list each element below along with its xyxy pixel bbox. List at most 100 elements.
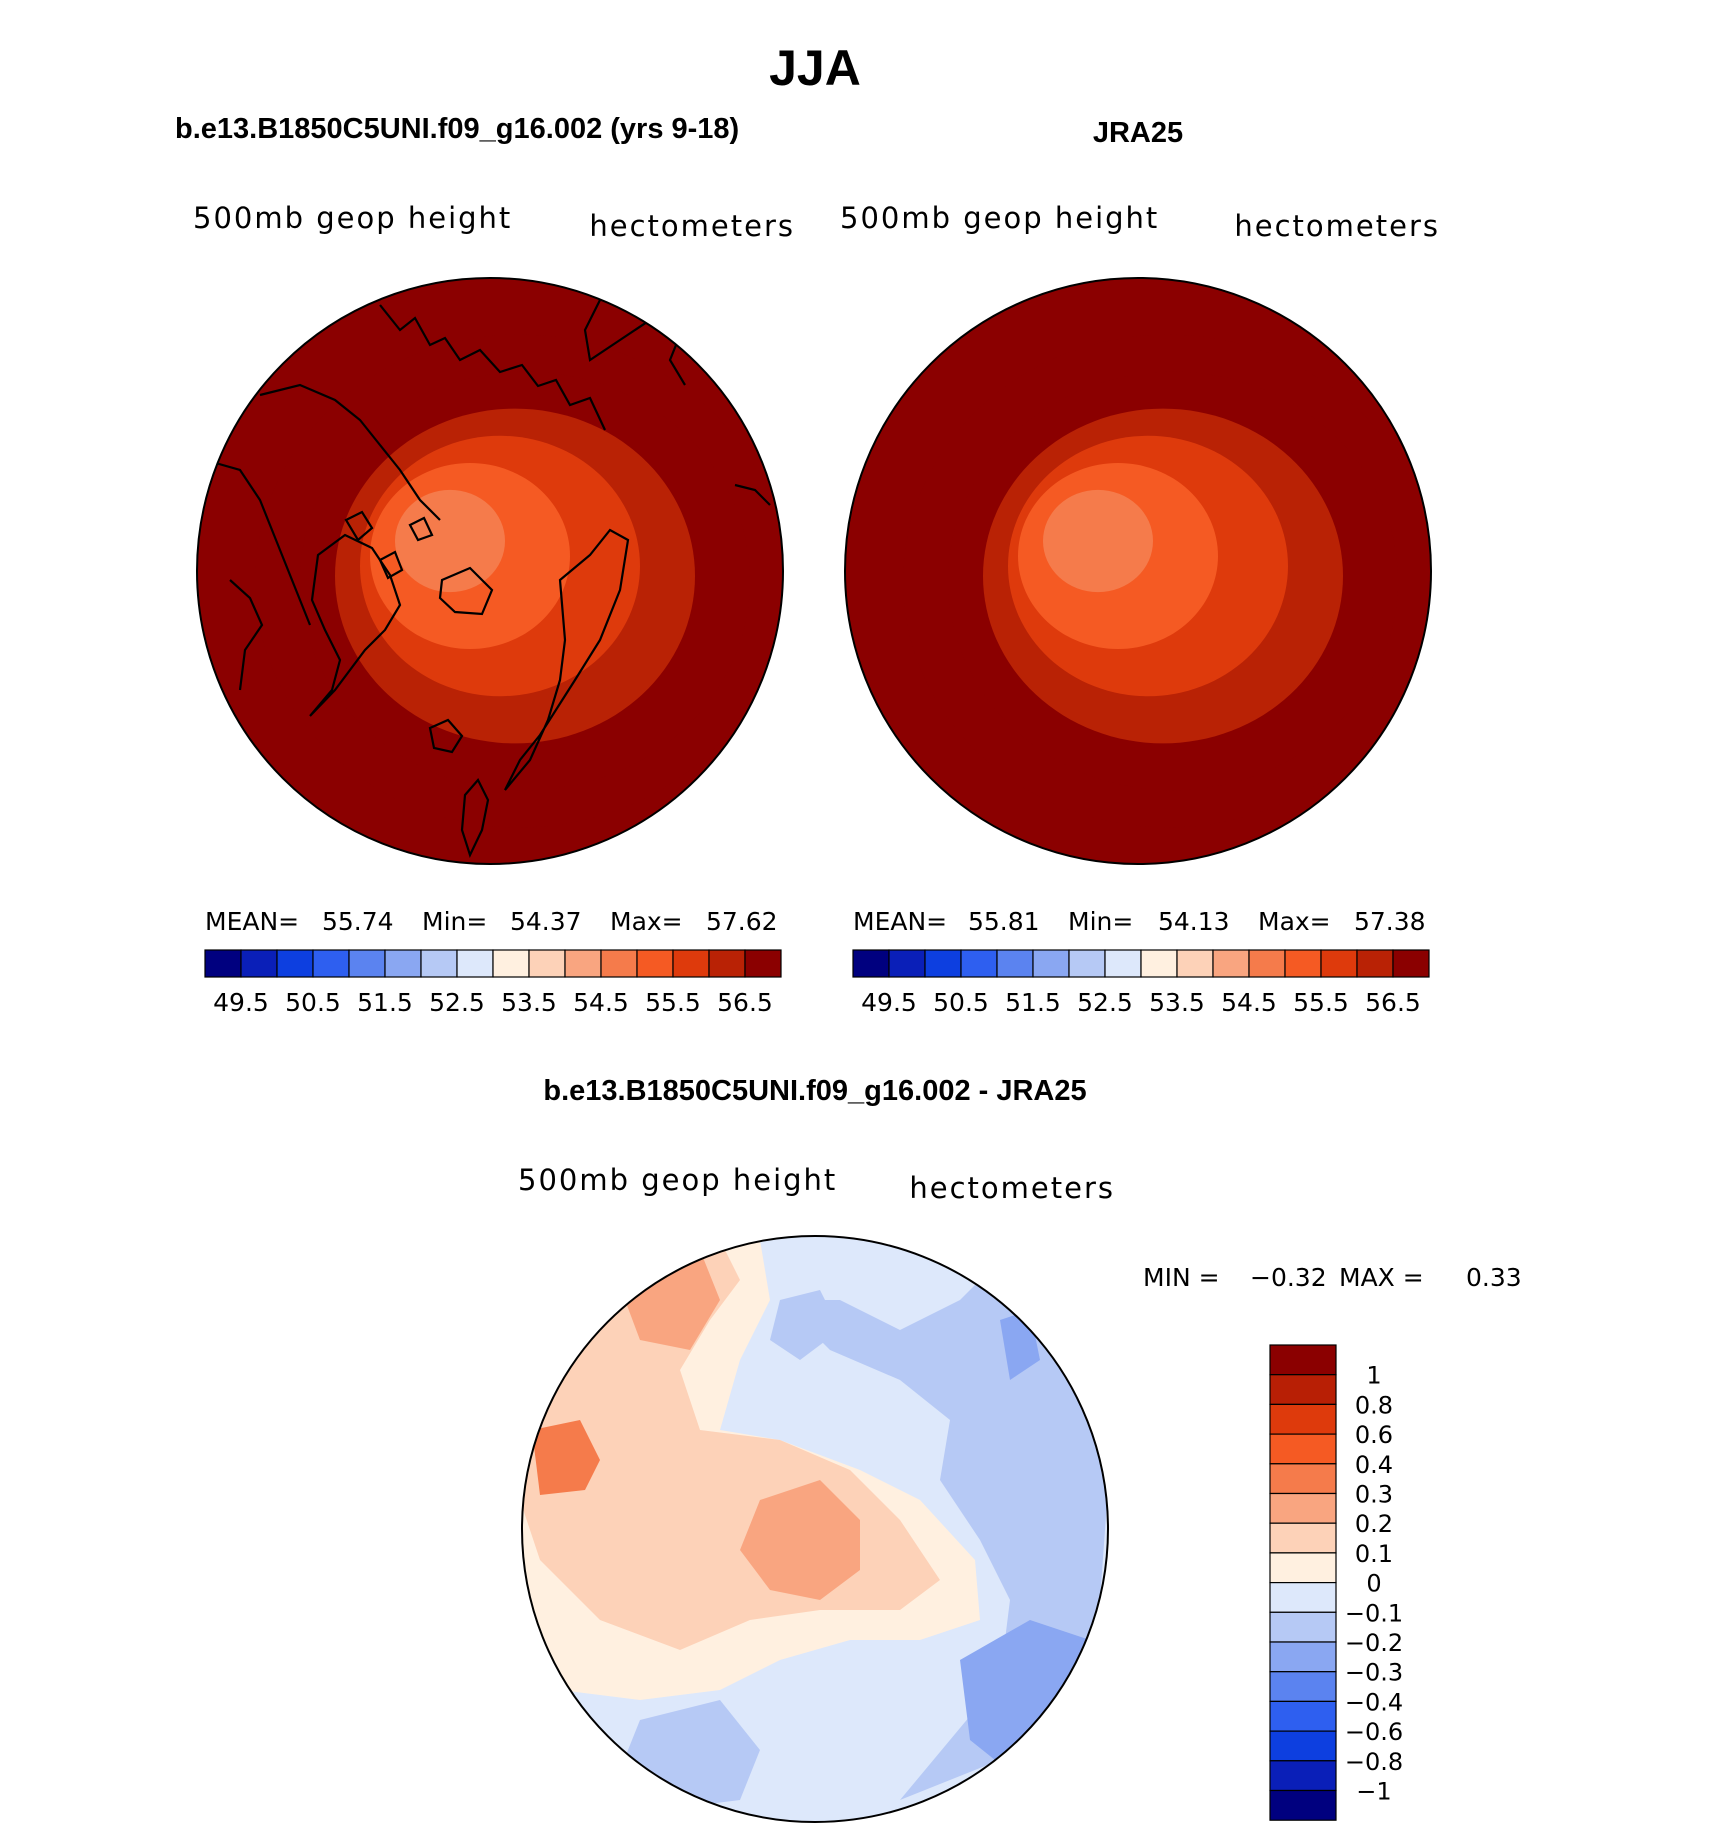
diff-colorbar-tick-label: −1 (1356, 1778, 1391, 1806)
colorbar-box (1068, 949, 1106, 978)
diff-fill-neg-02-central (770, 1290, 840, 1360)
colorbar-box (456, 949, 494, 978)
diff-colorbar-box (1269, 1760, 1337, 1792)
colorbar-box (384, 949, 422, 978)
panel-model-map-border (196, 277, 784, 865)
colorbar-tick-label: 49.5 (861, 988, 917, 1017)
panel-obs-units: hectometers (1234, 209, 1440, 243)
difference-map (522, 1236, 1108, 1822)
difference-map-border (521, 1235, 1109, 1823)
diff-colorbar-tick-label: 0.8 (1355, 1391, 1393, 1419)
colorbar-tick-label: 51.5 (357, 988, 413, 1017)
difference-case-title: b.e13.B1850C5UNI.f09_g16.002 - JRA25 (543, 1075, 1086, 1107)
panel-obs-max-value: 57.38 (1354, 907, 1426, 936)
panel-model-mean-label: MEAN= (205, 907, 299, 936)
diff-colorbar-box (1269, 1789, 1337, 1821)
panel-model-colorbar: 49.5 50.5 51.5 52.5 53.5 54.5 55.5 56.5 (204, 949, 782, 1017)
difference-min-value: −0.32 (1250, 1263, 1327, 1292)
colorbar-tick-label: 49.5 (213, 988, 269, 1017)
colorbar-tick-label: 55.5 (645, 988, 701, 1017)
colorbar-box (1032, 949, 1070, 978)
diff-colorbar-tick-label: −0.8 (1345, 1748, 1403, 1776)
panel-obs-mean-value: 55.81 (968, 907, 1040, 936)
colorbar-tick-label: 51.5 (1005, 988, 1061, 1017)
colorbar-tick-label: 50.5 (933, 988, 989, 1017)
panel-obs-min-label: Min= (1068, 907, 1133, 936)
panel-obs-mean-label: MEAN= (853, 907, 947, 936)
colorbar-tick-label: 50.5 (285, 988, 341, 1017)
diff-colorbar-box (1269, 1522, 1337, 1554)
diff-colorbar-tick-label: −0.2 (1345, 1629, 1403, 1657)
difference-variable: 500mb geop height (518, 1163, 837, 1197)
colorbar-box (744, 949, 782, 978)
colorbar-box (1356, 949, 1394, 978)
panel-model-units: hectometers (589, 209, 795, 243)
colorbar-tick-label: 54.5 (573, 988, 629, 1017)
diff-colorbar-box (1269, 1730, 1337, 1762)
panel-obs-min-value: 54.13 (1158, 907, 1230, 936)
panel-model-max-label: Max= (610, 907, 683, 936)
diff-colorbar-tick-label: 0.6 (1355, 1421, 1393, 1449)
colorbar-tick-label: 52.5 (1077, 988, 1133, 1017)
colorbar-box (1320, 949, 1358, 978)
colorbar-box (348, 949, 386, 978)
diff-colorbar-tick-label: 0.1 (1355, 1540, 1393, 1568)
diff-colorbar-box (1269, 1492, 1337, 1524)
colorbar-tick-label: 55.5 (1293, 988, 1349, 1017)
panel-obs-map (845, 278, 1431, 864)
panel-model-mean-value: 55.74 (322, 907, 394, 936)
diff-colorbar-tick-label: 0 (1366, 1570, 1381, 1598)
colorbar-box (924, 949, 962, 978)
panel-model-min-value: 54.37 (510, 907, 582, 936)
diff-colorbar-box (1269, 1344, 1337, 1376)
panel-obs-map-border (844, 277, 1432, 865)
colorbar-box (1176, 949, 1214, 978)
panel-model-min-label: Min= (422, 907, 487, 936)
colorbar-tick-label: 56.5 (1365, 988, 1421, 1017)
colorbar-tick-label: 53.5 (501, 988, 557, 1017)
colorbar-box (960, 949, 998, 978)
difference-max-label: MAX = (1339, 1263, 1424, 1292)
colorbar-box (1392, 949, 1430, 978)
colorbar-box (852, 949, 890, 978)
diff-colorbar-box (1269, 1403, 1337, 1435)
contour-band-6 (1043, 489, 1153, 593)
difference-max-value: 0.33 (1466, 1263, 1522, 1292)
panel-obs-max-label: Max= (1258, 907, 1331, 936)
diff-fill-pos-03-arctic (740, 1480, 860, 1600)
diff-colorbar-tick-label: 1 (1366, 1362, 1381, 1390)
colorbar-tick-label: 56.5 (717, 988, 773, 1017)
difference-units: hectometers (909, 1171, 1115, 1205)
panel-difference: b.e13.B1850C5UNI.f09_g16.002 - JRA25 500… (518, 1075, 1522, 1823)
colorbar-box (528, 949, 566, 978)
panel-model-coastlines (204, 289, 771, 858)
colorbar-box (600, 949, 638, 978)
panel-model: b.e13.B1850C5UNI.f09_g16.002 (yrs 9-18) … (175, 113, 795, 1017)
panel-model-variable: 500mb geop height (193, 201, 512, 235)
diff-colorbar-box (1269, 1552, 1337, 1584)
diff-colorbar-tick-label: 0.2 (1355, 1510, 1393, 1538)
colorbar-box (492, 949, 530, 978)
diff-colorbar-tick-label: −0.4 (1345, 1688, 1403, 1716)
diff-colorbar-box (1269, 1611, 1337, 1643)
diff-fill-pos-04 (532, 1420, 600, 1495)
panel-model-case-title: b.e13.B1850C5UNI.f09_g16.002 (yrs 9-18) (175, 113, 739, 145)
diff-colorbar-box (1269, 1671, 1337, 1702)
panel-obs: JRA25 500mb geop height hectometers MEAN… (840, 117, 1440, 1017)
colorbar-box (564, 949, 602, 978)
colorbar-box (420, 949, 458, 978)
colorbar-box (1284, 949, 1322, 978)
colorbar-box (240, 949, 278, 978)
diff-colorbar-box (1269, 1433, 1337, 1465)
colorbar-box (672, 949, 710, 978)
diff-colorbar-tick-label: 0.4 (1355, 1451, 1393, 1479)
colorbar-box (312, 949, 350, 978)
panel-obs-case-title: JRA25 (1093, 117, 1183, 149)
colorbar-box (996, 949, 1034, 978)
panel-model-max-value: 57.62 (706, 907, 778, 936)
diff-colorbar-tick-label: 0.3 (1355, 1481, 1393, 1509)
colorbar-box (708, 949, 746, 978)
diff-colorbar-tick-label: −0.1 (1345, 1599, 1403, 1627)
difference-colorbar: 10.80.60.40.30.20.10−0.1−0.2−0.3−0.4−0.6… (1269, 1344, 1403, 1821)
